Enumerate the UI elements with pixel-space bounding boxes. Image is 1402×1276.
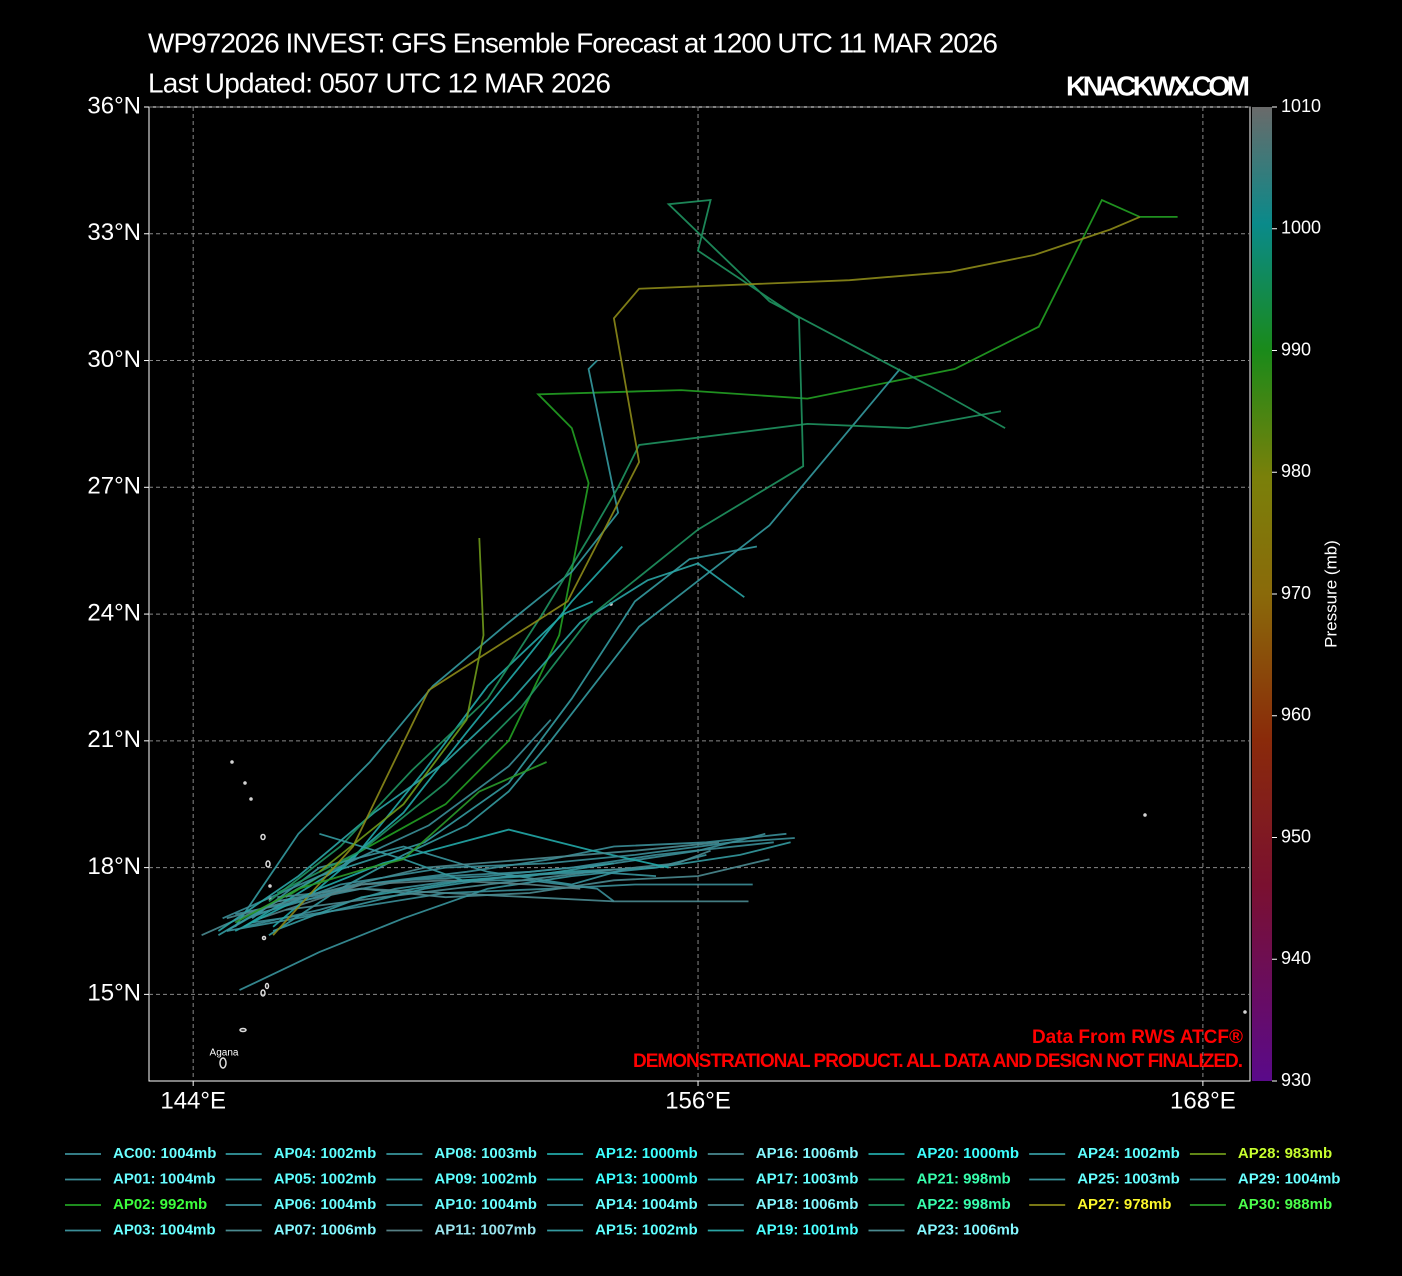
- y-tick-label: 18°N: [87, 853, 141, 880]
- chart-subtitle: Last Updated: 0507 UTC 12 MAR 2026: [148, 67, 611, 98]
- colorbar: [1252, 107, 1272, 1081]
- legend-label: AP29: 1004mb: [1238, 1170, 1341, 1187]
- track: [251, 845, 631, 920]
- legend-label: AP20: 1000mb: [917, 1145, 1020, 1162]
- legend-label: AP08: 1003mb: [434, 1145, 537, 1162]
- y-tick-label: 30°N: [87, 346, 141, 373]
- track: [277, 887, 749, 903]
- colorbar-tick-label: 950: [1281, 826, 1311, 846]
- legend-label: AP24: 1002mb: [1077, 1145, 1180, 1162]
- legend-label: AP22: 998mb: [917, 1196, 1011, 1213]
- legend-label: AP19: 1001mb: [756, 1221, 859, 1238]
- track: [247, 837, 795, 920]
- y-tick-label: 15°N: [87, 980, 141, 1007]
- x-tick-label: 144°E: [160, 1087, 226, 1114]
- colorbar-label: Pressure (mb): [1321, 540, 1340, 648]
- grid: [149, 106, 1250, 1081]
- track: [285, 849, 711, 911]
- colorbar-tick-label: 1000: [1281, 218, 1321, 238]
- track: [318, 537, 485, 873]
- chart-title: WP972026 INVEST: GFS Ensemble Forecast a…: [148, 27, 998, 58]
- track: [234, 359, 620, 928]
- annotation: Data From RWS ATCF®: [1032, 1027, 1243, 1048]
- colorbar-tick-label: 940: [1281, 948, 1311, 968]
- islands: [219, 602, 1247, 1069]
- colorbar-tick-label: 990: [1281, 339, 1311, 359]
- legend-label: AP23: 1006mb: [917, 1221, 1020, 1238]
- legend-label: AP11: 1007mb: [434, 1221, 536, 1238]
- legend-label: AP13: 1000mb: [595, 1170, 698, 1187]
- map-label: Agana: [210, 1048, 239, 1059]
- colorbar-tick-label: 930: [1281, 1070, 1311, 1090]
- legend-label: AP16: 1006mb: [756, 1145, 859, 1162]
- legend-label: AP27: 978mb: [1077, 1196, 1171, 1213]
- track: [272, 216, 1141, 936]
- colorbar-tick-label: 980: [1281, 461, 1311, 481]
- track: [222, 719, 552, 920]
- legend-label: AP14: 1004mb: [595, 1196, 698, 1213]
- track: [260, 879, 581, 920]
- y-tick-label: 21°N: [87, 726, 141, 753]
- legend-label: AP15: 1002mb: [595, 1221, 698, 1238]
- x-tick-label: 168°E: [1170, 1087, 1236, 1114]
- colorbar-tick-label: 970: [1281, 583, 1311, 603]
- track: [234, 761, 547, 924]
- x-tick-label: 156°E: [665, 1087, 731, 1114]
- legend-label: AP02: 992mb: [113, 1196, 207, 1213]
- track: [226, 870, 657, 932]
- legend-label: AP09: 1002mb: [434, 1170, 537, 1187]
- legend-label: AC00: 1004mb: [113, 1145, 216, 1162]
- legend-label: AP07: 1006mb: [274, 1221, 377, 1238]
- y-tick-label: 36°N: [87, 92, 141, 119]
- track: [217, 562, 745, 932]
- track: [319, 832, 615, 882]
- legend-label: AP01: 1004mb: [113, 1170, 216, 1187]
- legend-label: AP06: 1004mb: [274, 1196, 377, 1213]
- legend-label: AP17: 1003mb: [756, 1170, 859, 1187]
- legend-label: AP18: 1006mb: [756, 1196, 859, 1213]
- colorbar-tick-label: 960: [1281, 705, 1311, 725]
- colorbar-tick-label: 1010: [1281, 96, 1321, 116]
- source: KNACKWX.COM: [1066, 70, 1250, 101]
- y-tick-label: 27°N: [87, 473, 141, 500]
- legend-label: AP04: 1002mb: [274, 1145, 377, 1162]
- legend-label: AP28: 983mb: [1238, 1145, 1332, 1162]
- plot-area: [148, 106, 1251, 1082]
- track: [243, 545, 623, 928]
- legend-label: AP12: 1000mb: [595, 1145, 698, 1162]
- legend-label: AP25: 1003mb: [1077, 1170, 1180, 1187]
- y-tick-label: 24°N: [87, 599, 141, 626]
- track: [268, 368, 901, 936]
- track: [276, 198, 1006, 894]
- track: [268, 410, 1002, 903]
- y-tick-label: 33°N: [87, 219, 141, 246]
- legend-label: AP03: 1004mb: [113, 1221, 216, 1238]
- annotation: DEMONSTRATIONAL PRODUCT. ALL DATA AND DE…: [633, 1051, 1243, 1072]
- legend-label: AP05: 1002mb: [274, 1170, 377, 1187]
- legend-label: AP10: 1004mb: [434, 1196, 537, 1213]
- track: [234, 828, 669, 932]
- track: [285, 198, 1178, 898]
- legend-label: AP30: 988mb: [1238, 1196, 1332, 1213]
- legend-label: AP21: 998mb: [917, 1170, 1011, 1187]
